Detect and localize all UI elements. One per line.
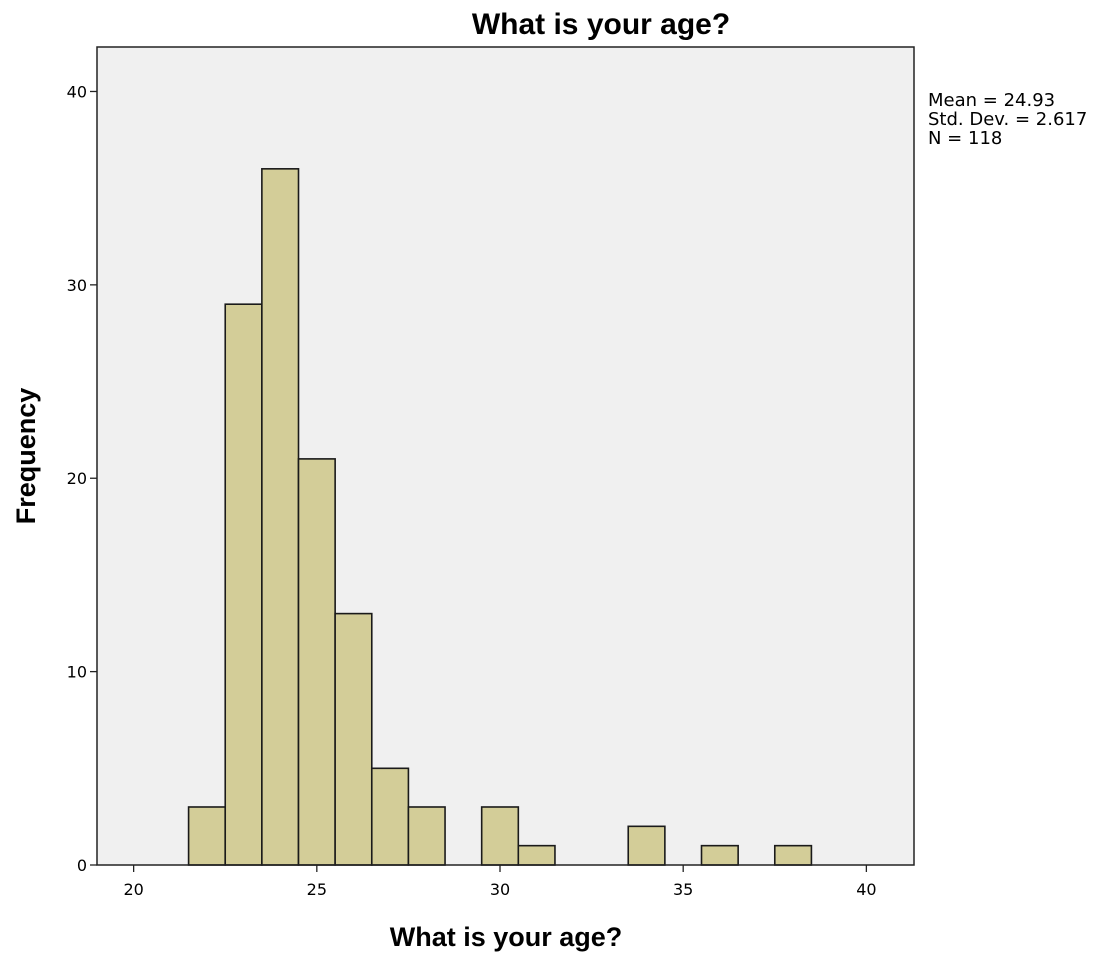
histogram-bar [773, 844, 813, 866]
histogram-bar [517, 844, 556, 866]
histogram-bar [297, 458, 336, 866]
histogram-bar [627, 825, 666, 866]
y-axis-title: Frequency [11, 388, 41, 525]
stats-std-dev: Std. Dev. = 2.617 [928, 109, 1087, 130]
x-axis-title: What is your age? [390, 922, 623, 952]
x-tick-label: 30 [490, 880, 510, 899]
stats-mean: Mean = 24.93 [928, 90, 1055, 111]
plot-frame [96, 46, 915, 866]
x-axis: 20 25 30 35 40 [123, 865, 877, 899]
bars-layer [187, 168, 813, 866]
y-tick-label: 0 [77, 856, 87, 875]
y-tick-label: 10 [67, 663, 87, 682]
x-tick-label: 25 [307, 880, 327, 899]
x-tick-label: 35 [673, 880, 693, 899]
chart-title: What is your age? [472, 8, 730, 41]
histogram-bar [480, 806, 520, 866]
y-tick-label: 20 [67, 469, 87, 488]
histogram-bar [407, 806, 446, 866]
stats-n: N = 118 [928, 128, 1002, 149]
histogram-bar [334, 612, 373, 866]
histogram-bar [187, 806, 227, 866]
histogram-bar [700, 844, 739, 866]
y-tick-label: 40 [67, 82, 87, 101]
x-tick-label: 40 [856, 880, 876, 899]
y-tick-label: 30 [67, 276, 87, 295]
plot-area [97, 47, 914, 865]
histogram-bar [370, 767, 410, 866]
histogram-bar [224, 303, 263, 866]
x-tick-label: 20 [123, 880, 143, 899]
histogram-bar [261, 168, 300, 866]
y-axis: 0 10 20 30 40 [67, 82, 97, 875]
